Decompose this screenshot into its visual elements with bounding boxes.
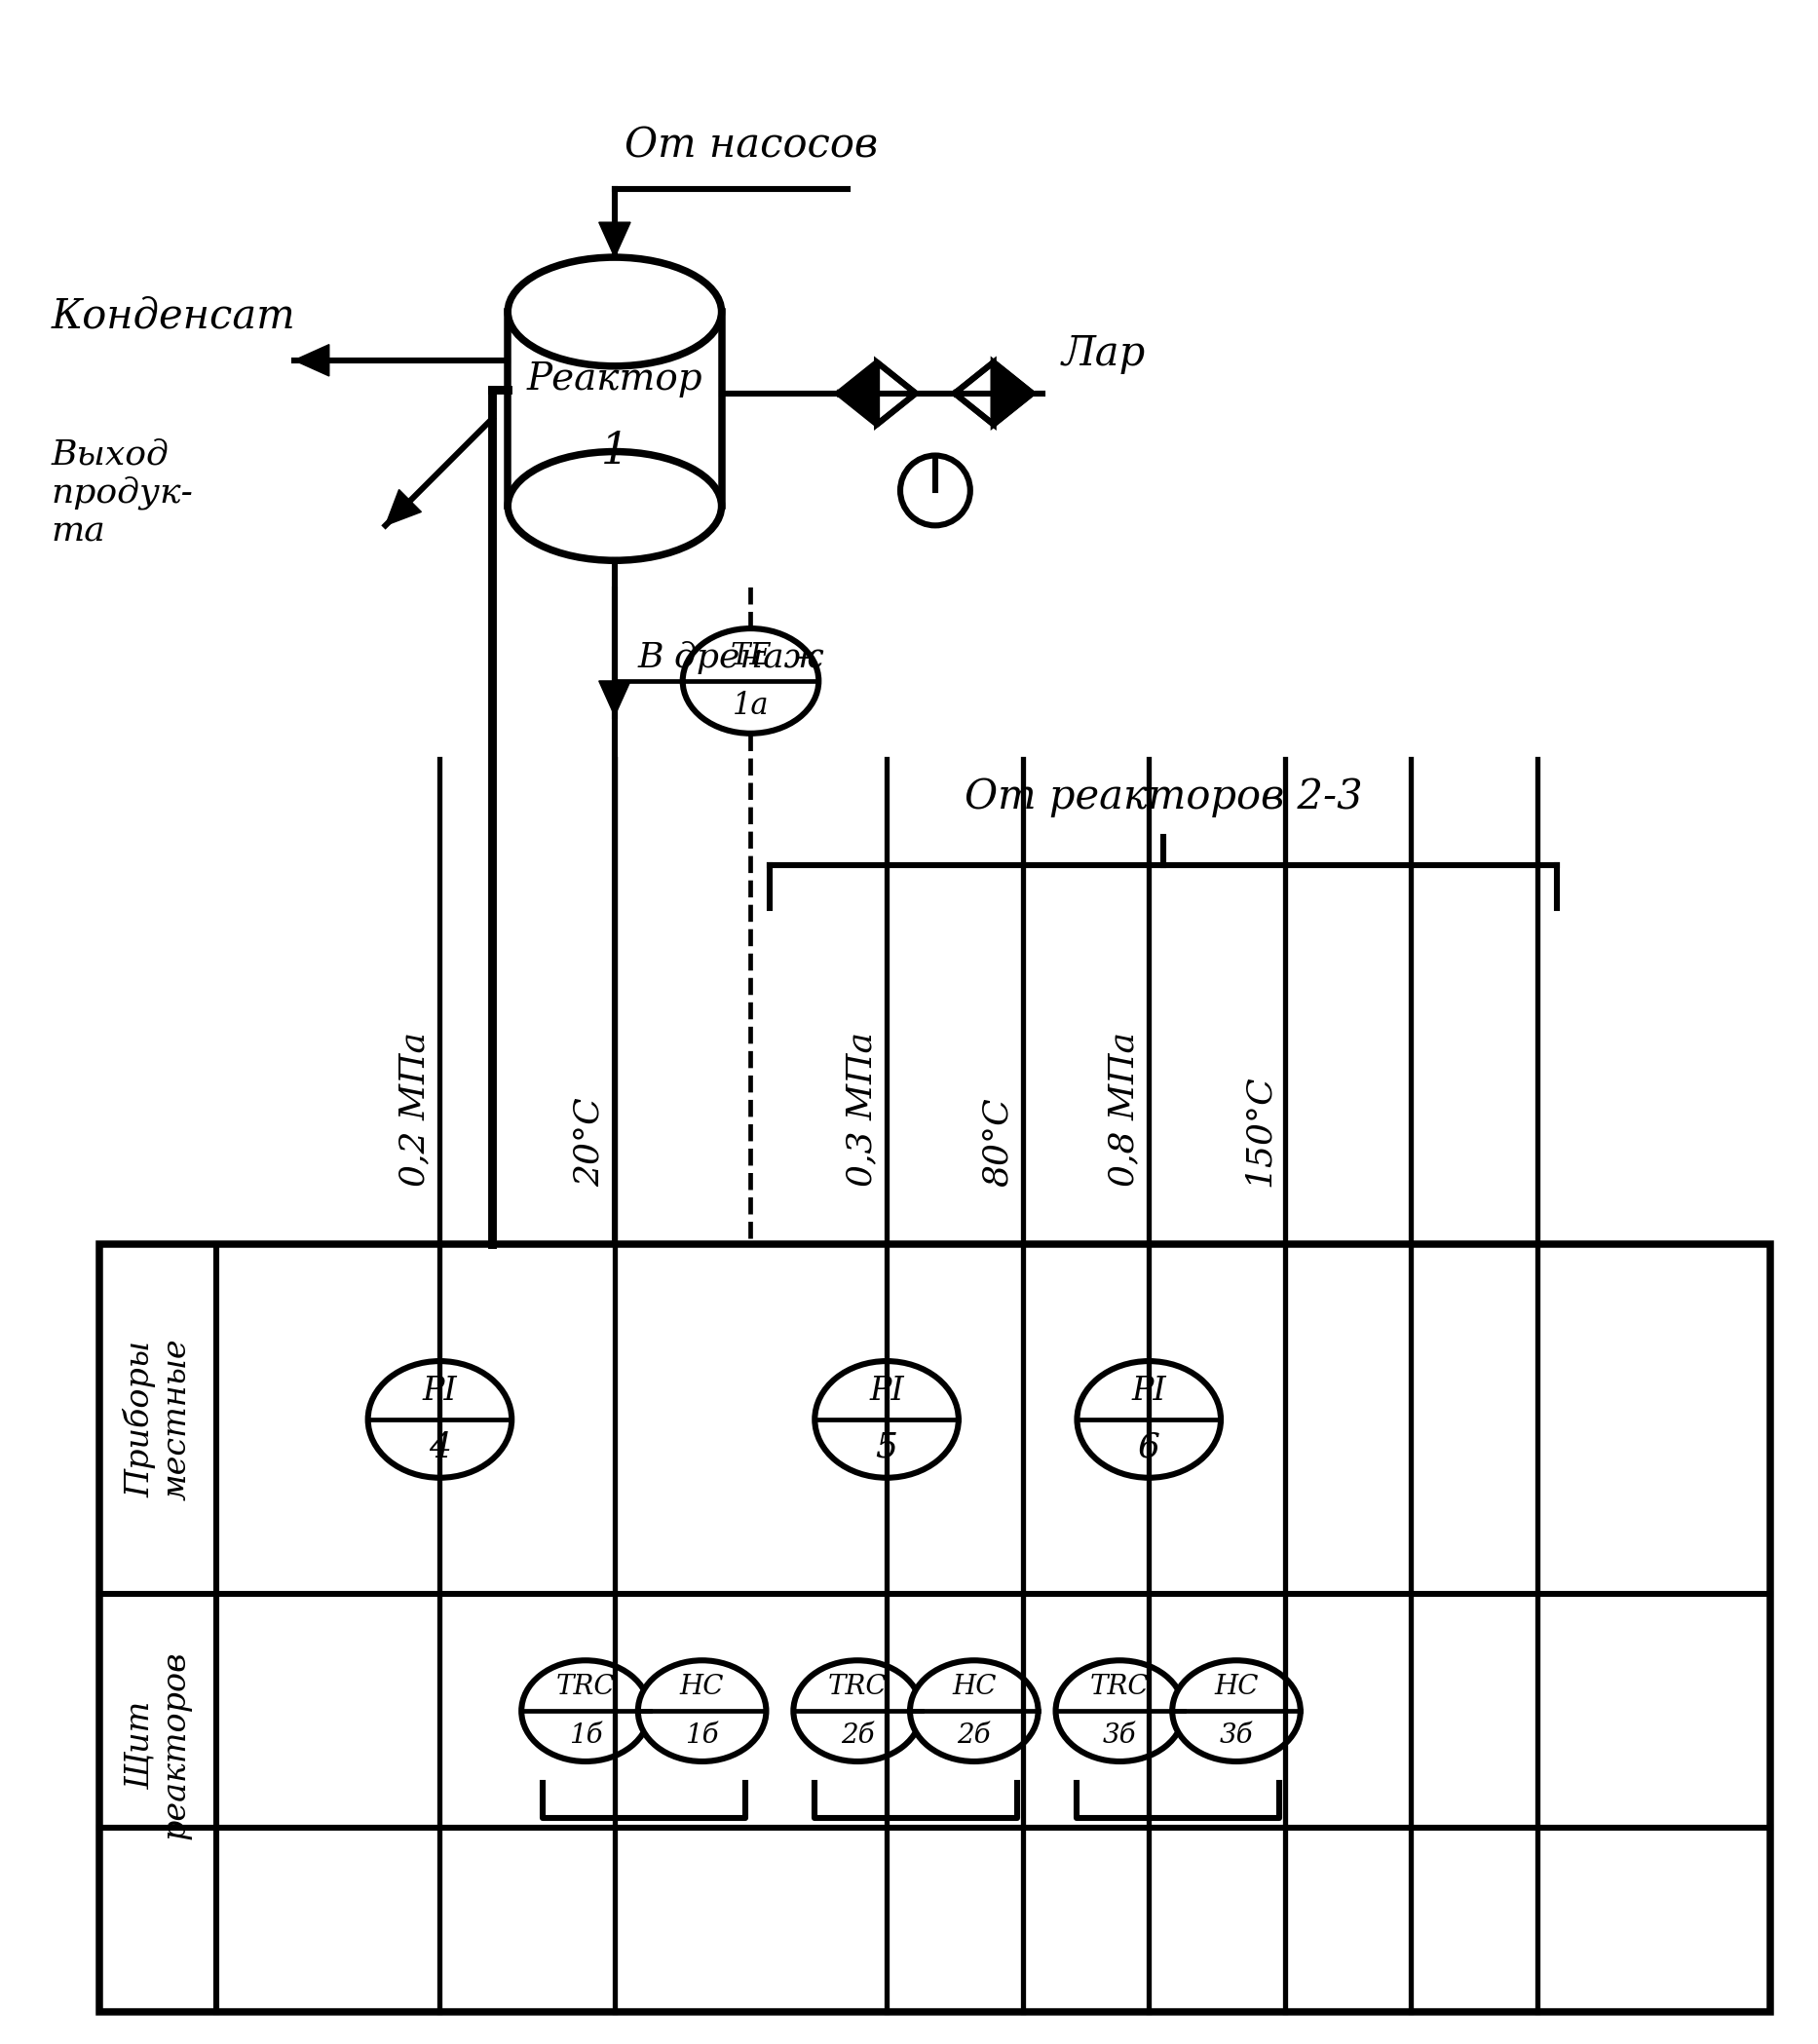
Text: 1а: 1а bbox=[733, 691, 769, 722]
Text: Щит
реакторов: Щит реакторов bbox=[124, 1652, 191, 1840]
Text: 1: 1 bbox=[602, 431, 629, 472]
Polygon shape bbox=[993, 362, 1033, 425]
Ellipse shape bbox=[1076, 1361, 1222, 1478]
Text: 0,2 МПа: 0,2 МПа bbox=[398, 1032, 431, 1186]
Text: 3б: 3б bbox=[1104, 1721, 1136, 1748]
Polygon shape bbox=[876, 362, 916, 425]
Text: 0,3 МПа: 0,3 МПа bbox=[845, 1032, 878, 1186]
Ellipse shape bbox=[507, 258, 722, 366]
Text: 150°С: 150°С bbox=[1244, 1075, 1276, 1186]
Polygon shape bbox=[598, 681, 631, 715]
Text: TRC: TRC bbox=[827, 1674, 887, 1701]
Text: TRC: TRC bbox=[1091, 1674, 1149, 1701]
Polygon shape bbox=[993, 362, 1033, 425]
Text: HC: HC bbox=[1214, 1674, 1258, 1701]
Text: TRC: TRC bbox=[556, 1674, 614, 1701]
Text: PI: PI bbox=[422, 1376, 456, 1406]
Text: 2б: 2б bbox=[840, 1721, 874, 1748]
Text: 1б: 1б bbox=[685, 1721, 718, 1748]
Text: PI: PI bbox=[869, 1376, 904, 1406]
Text: 6: 6 bbox=[1138, 1431, 1160, 1464]
Ellipse shape bbox=[507, 452, 722, 560]
Text: От реакторов 2-3: От реакторов 2-3 bbox=[964, 777, 1362, 818]
Text: Реактор: Реактор bbox=[527, 362, 704, 399]
Text: 2б: 2б bbox=[958, 1721, 991, 1748]
Polygon shape bbox=[385, 491, 422, 525]
Text: 3б: 3б bbox=[1220, 1721, 1253, 1748]
Text: 0,8 МПа: 0,8 МПа bbox=[1107, 1032, 1140, 1186]
Text: TE: TE bbox=[729, 640, 771, 670]
Bar bbox=[100, 1245, 1771, 2011]
Text: 20°С: 20°С bbox=[573, 1098, 605, 1186]
Ellipse shape bbox=[793, 1660, 922, 1762]
Text: Лар: Лар bbox=[1062, 333, 1145, 374]
Ellipse shape bbox=[522, 1660, 649, 1762]
Ellipse shape bbox=[1173, 1660, 1300, 1762]
Text: От насосов: От насосов bbox=[624, 125, 878, 166]
Ellipse shape bbox=[1056, 1660, 1184, 1762]
Ellipse shape bbox=[367, 1361, 511, 1478]
Text: HC: HC bbox=[953, 1674, 996, 1701]
Circle shape bbox=[900, 456, 971, 525]
Polygon shape bbox=[295, 345, 329, 376]
Text: Конденсат: Конденсат bbox=[51, 296, 296, 337]
Text: Приборы
местные: Приборы местные bbox=[124, 1339, 193, 1500]
Text: HC: HC bbox=[680, 1674, 724, 1701]
Polygon shape bbox=[838, 362, 876, 425]
Polygon shape bbox=[954, 362, 993, 425]
Text: 80°С: 80°С bbox=[982, 1098, 1014, 1186]
Text: PI: PI bbox=[1131, 1376, 1167, 1406]
Text: 4: 4 bbox=[429, 1431, 451, 1464]
Polygon shape bbox=[598, 223, 631, 258]
Text: В дренаж: В дренаж bbox=[638, 642, 825, 675]
Ellipse shape bbox=[684, 628, 818, 734]
Ellipse shape bbox=[638, 1660, 765, 1762]
Ellipse shape bbox=[911, 1660, 1038, 1762]
Text: Выход
продук-
та: Выход продук- та bbox=[51, 437, 193, 548]
Text: 5: 5 bbox=[876, 1431, 898, 1464]
Text: 1б: 1б bbox=[569, 1721, 602, 1748]
Ellipse shape bbox=[814, 1361, 958, 1478]
